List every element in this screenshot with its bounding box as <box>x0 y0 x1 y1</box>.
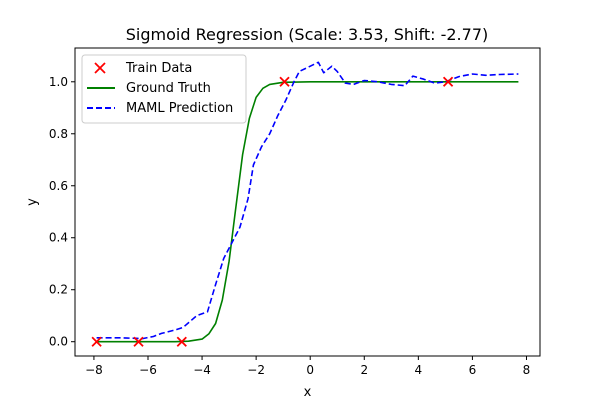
x-tick-label: −6 <box>139 363 157 377</box>
x-tick-label: 4 <box>415 363 423 377</box>
train-data-point <box>279 76 290 87</box>
x-tick-label: −8 <box>85 363 103 377</box>
legend-marker-train-data <box>94 62 106 74</box>
plot-area <box>91 61 519 347</box>
y-tick-label: 0.2 <box>49 283 68 297</box>
train-data-point <box>442 76 454 87</box>
legend: Train Data Ground Truth MAML Prediction <box>81 54 247 124</box>
axis-ticks: −8 −6 −4 −2 0 2 4 6 8 0.0 0.2 0.4 0.6 0.8 1.0 <box>49 75 530 377</box>
legend-label-train-data: Train Data <box>125 61 192 76</box>
y-axis-label: y <box>25 198 40 206</box>
x-tick-label: 6 <box>469 363 477 377</box>
legend-label-maml-prediction: MAML Prediction <box>126 101 233 116</box>
train-data-point <box>133 336 144 347</box>
axes-frame <box>74 47 541 357</box>
series-line-maml-prediction <box>96 61 519 340</box>
y-tick-label: 0.8 <box>49 127 68 141</box>
train-data-point <box>176 336 187 347</box>
x-tick-label: 2 <box>360 363 368 377</box>
y-tick-label: 1.0 <box>49 75 68 89</box>
x-tick-label: 0 <box>306 363 314 377</box>
x-tick-label: −2 <box>247 363 265 377</box>
x-axis-label: x <box>304 385 312 400</box>
y-tick-label: 0.6 <box>49 179 68 193</box>
x-tick-label: 8 <box>523 363 531 377</box>
chart-title: Sigmoid Regression (Scale: 3.53, Shift: … <box>126 25 488 44</box>
series-line-ground-truth <box>96 81 519 343</box>
y-tick-label: 0.0 <box>49 335 68 349</box>
legend-box <box>81 54 247 124</box>
legend-label-ground-truth: Ground Truth <box>126 81 211 96</box>
x-tick-label: −4 <box>193 363 211 377</box>
y-tick-label: 0.4 <box>49 231 68 245</box>
train-data-point <box>91 336 102 347</box>
